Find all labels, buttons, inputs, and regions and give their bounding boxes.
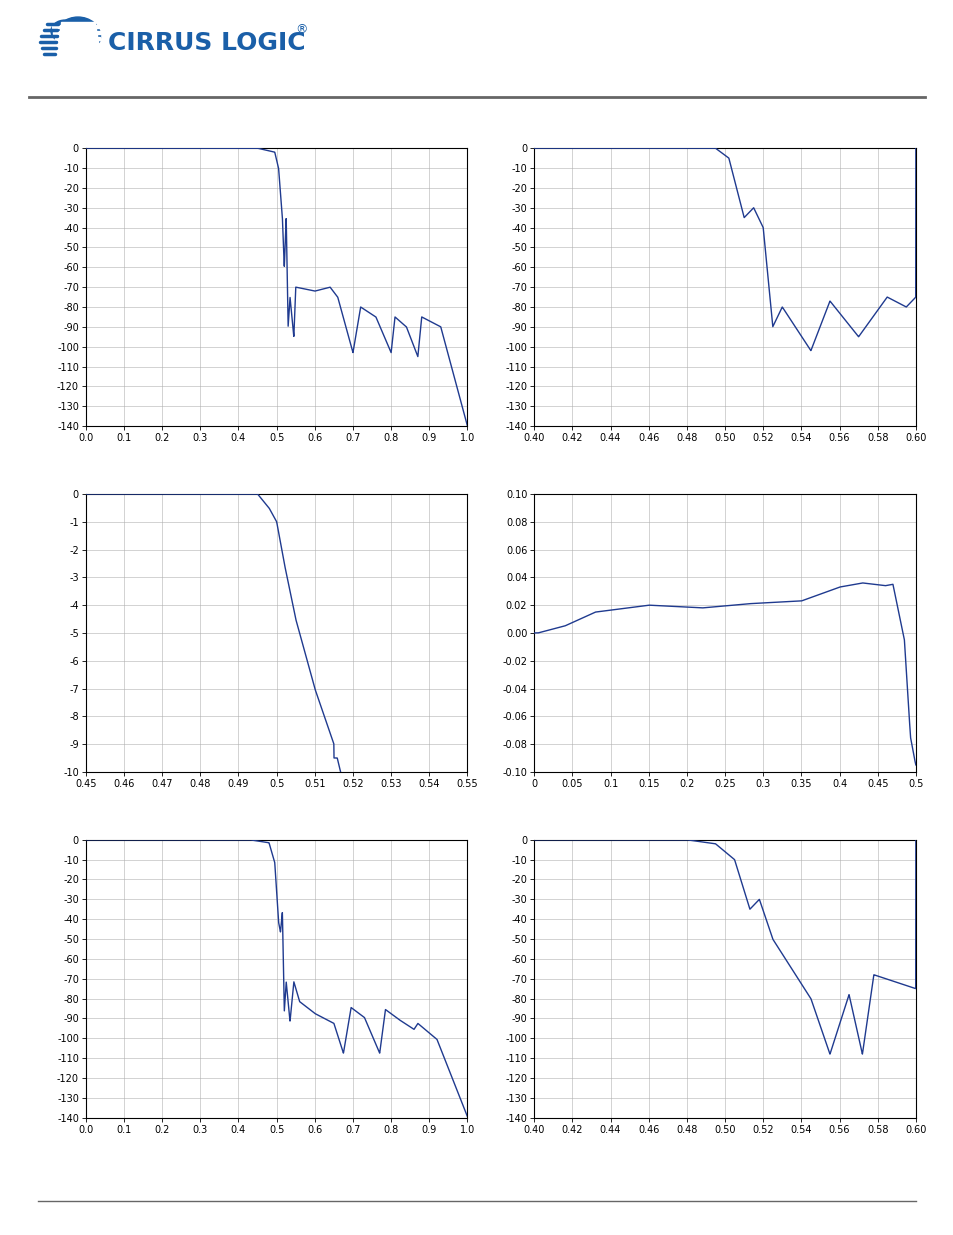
Ellipse shape bbox=[55, 17, 100, 56]
Bar bbox=[60, 52, 96, 56]
Bar bbox=[55, 37, 100, 40]
Bar bbox=[58, 49, 98, 52]
Bar bbox=[52, 25, 102, 27]
Bar bbox=[59, 46, 97, 49]
Ellipse shape bbox=[51, 20, 79, 42]
Text: ®: ® bbox=[294, 22, 307, 36]
Bar bbox=[60, 28, 96, 31]
Bar bbox=[59, 56, 97, 58]
Ellipse shape bbox=[79, 25, 97, 41]
Bar bbox=[56, 43, 99, 46]
Bar bbox=[61, 22, 95, 25]
Bar bbox=[61, 58, 95, 62]
Text: CIRRUS LOGIC: CIRRUS LOGIC bbox=[108, 31, 305, 56]
Bar bbox=[53, 31, 101, 33]
Bar bbox=[59, 35, 97, 37]
Bar bbox=[58, 40, 98, 43]
